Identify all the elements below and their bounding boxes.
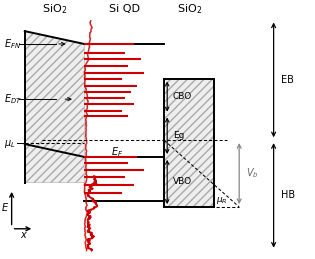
Text: VBO: VBO — [173, 177, 192, 186]
Text: $\mu_R$: $\mu_R$ — [216, 195, 227, 206]
Text: $E_{DT}$: $E_{DT}$ — [4, 92, 22, 106]
Polygon shape — [25, 31, 84, 183]
Text: EB: EB — [281, 75, 294, 85]
Text: Eg: Eg — [173, 131, 184, 140]
Text: E: E — [1, 203, 8, 213]
Text: x: x — [20, 230, 26, 240]
Text: $V_b$: $V_b$ — [246, 167, 259, 181]
Text: HB: HB — [281, 190, 295, 200]
Text: SiO$_2$: SiO$_2$ — [42, 2, 67, 16]
Text: SiO$_2$: SiO$_2$ — [176, 2, 202, 16]
Text: $\mu_L$: $\mu_L$ — [4, 138, 16, 150]
Text: CBO: CBO — [173, 92, 192, 101]
Text: $E_{FN}$: $E_{FN}$ — [4, 37, 21, 51]
Text: Si QD: Si QD — [109, 4, 140, 14]
Text: $E_F$: $E_F$ — [111, 145, 123, 159]
Polygon shape — [164, 79, 214, 207]
